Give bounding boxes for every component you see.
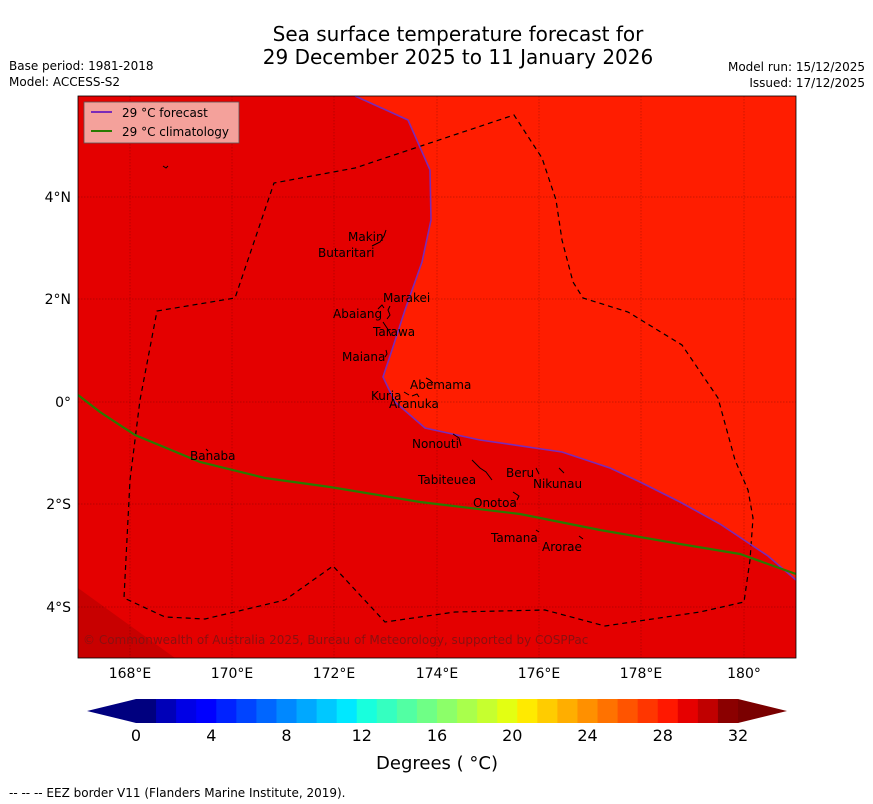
colorbar: 0 4 8 12 16 20 24 28 32 Degrees ( °C) (87, 699, 787, 774)
island-label-marakei: Marakei (383, 291, 430, 305)
island-coastlines (162, 165, 584, 540)
colorbar-cell (376, 699, 398, 723)
colorbar-tick-label: 20 (502, 726, 522, 745)
colorbar-label: Degrees ( °C) (376, 753, 498, 774)
sst-cool-region (78, 96, 796, 658)
eez-border (123, 114, 754, 627)
island-label-aranuka: Aranuka (389, 397, 439, 411)
chart-title-line1: Sea surface temperature forecast for (272, 22, 644, 46)
colorbar-cell (216, 699, 237, 723)
island-label-onotoa: Onotoa (473, 496, 517, 510)
colorbar-cell (637, 699, 659, 723)
lon-tick-174e: 174°E (416, 666, 459, 682)
colorbar-cell (156, 699, 177, 723)
colorbar-cell (537, 699, 558, 723)
map-frame (77, 95, 797, 659)
colorbar-cell (617, 699, 639, 723)
colorbar-tick-label: 28 (653, 726, 673, 745)
colorbar-cell (196, 699, 217, 723)
colorbar-tick-label: 4 (206, 726, 216, 745)
lat-tick-2s: 2°S (46, 497, 71, 513)
colorbar-cell (416, 699, 438, 723)
colorbar-cell (557, 699, 578, 723)
colorbar-cell (657, 699, 679, 723)
colorbar-cell (296, 699, 317, 723)
model-run: Model run: 15/12/2025 (727, 60, 865, 74)
lon-tick-178e: 178°E (620, 666, 663, 682)
colorbar-cell (717, 699, 739, 723)
legend-forecast-label: 29 °C forecast (122, 106, 208, 120)
island-label-banaba: Banaba (190, 449, 236, 463)
map-legend: 29 °C forecast 29 °C climatology (83, 101, 240, 144)
lon-tick-170e: 170°E (211, 666, 254, 682)
island-label-kuria: Kuria (371, 389, 402, 403)
colorbar-cell (517, 699, 538, 723)
island-label-abaiang: Abaiang (333, 307, 382, 321)
lon-tick-172e: 172°E (313, 666, 356, 682)
colorbar-cell (236, 699, 257, 723)
colorbar-cell (457, 699, 478, 723)
colorbar-cell (256, 699, 277, 723)
colorbar-cell (396, 699, 418, 723)
lat-tick-0: 0° (55, 395, 71, 411)
colorbar-cell (697, 699, 719, 723)
issued-date: Issued: 17/12/2025 (749, 76, 865, 90)
base-period: Base period: 1981-2018 (9, 59, 154, 73)
lat-tick-2n: 2°N (45, 292, 71, 308)
colorbar-tick-label: 24 (577, 726, 597, 745)
colorbar-tick-label: 16 (427, 726, 447, 745)
colorbar-cell (336, 699, 358, 723)
colorbar-cell (597, 699, 618, 723)
colorbar-cell (497, 699, 518, 723)
island-label-tabiteuea: Tabiteuea (417, 473, 476, 487)
eez-source-note: -- -- -- EEZ border V11 (Flanders Marine… (9, 786, 346, 800)
legend-climatology-label: 29 °C climatology (122, 125, 229, 139)
map-gridlines (78, 96, 796, 658)
lat-tick-4n: 4°N (45, 190, 71, 206)
colorbar-cell (577, 699, 598, 723)
sst-deep-corner (78, 588, 175, 658)
model-name: Model: ACCESS-S2 (9, 75, 121, 89)
sst-map: Makin Butaritari Marakei Abaiang Tarawa … (45, 95, 797, 682)
chart-title-line2: 29 December 2025 to 11 January 2026 (262, 45, 654, 69)
lat-tick-4s: 4°S (46, 600, 71, 616)
colorbar-tick-label: 12 (352, 726, 372, 745)
colorbar-cell (316, 699, 338, 723)
lon-tick-180: 180° (727, 666, 761, 682)
island-label-arorae: Arorae (542, 540, 582, 554)
island-label-nonouti: Nonouti (412, 437, 459, 451)
island-label-maiana: Maiana (342, 350, 385, 364)
forecast-29c-contour (354, 96, 796, 581)
colorbar-over-arrow (738, 699, 787, 723)
copyright-notice: © Commonwealth of Australia 2025, Bureau… (83, 633, 588, 647)
island-label-butaritari: Butaritari (318, 246, 375, 260)
island-label-tarawa: Tarawa (372, 325, 415, 339)
island-label-nikunau: Nikunau (533, 477, 582, 491)
lon-tick-176e: 176°E (518, 666, 561, 682)
island-label-makin: Makin (348, 230, 384, 244)
climatology-29c-contour (78, 394, 796, 576)
colorbar-cell (176, 699, 197, 723)
lon-tick-168e: 168°E (109, 666, 152, 682)
island-label-tamana: Tamana (490, 531, 538, 545)
colorbar-cell (437, 699, 458, 723)
colorbar-cell (276, 699, 297, 723)
colorbar-cell (356, 699, 378, 723)
colorbar-under-arrow (87, 699, 136, 723)
island-label-abemama: Abemama (410, 378, 471, 392)
colorbar-tick-label: 0 (131, 726, 141, 745)
colorbar-cell (677, 699, 699, 723)
colorbar-tick-label: 32 (728, 726, 748, 745)
island-label-beru: Beru (506, 466, 534, 480)
colorbar-cell (136, 699, 157, 723)
colorbar-tick-label: 8 (281, 726, 291, 745)
colorbar-cell (477, 699, 498, 723)
